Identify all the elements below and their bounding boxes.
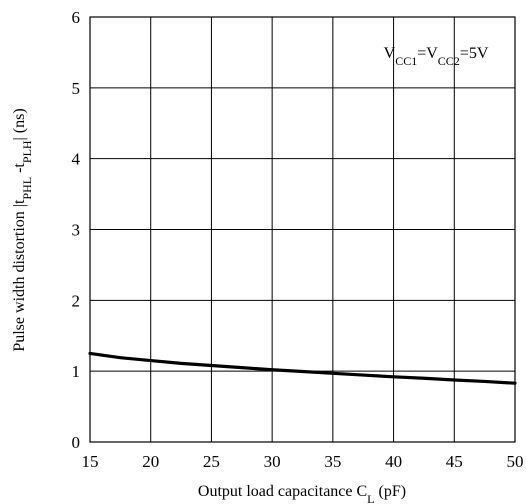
x-tick-label: 20 xyxy=(142,452,159,471)
series-layer xyxy=(88,351,517,385)
x-axis-ticks: 15 20 25 30 35 40 45 50 xyxy=(82,452,524,471)
y-axis-ticks: 0 1 2 3 4 5 6 xyxy=(72,8,81,452)
supply-voltage-annotation: VCC1=VCC2=5V xyxy=(384,45,489,68)
x-tick-label: 40 xyxy=(385,452,402,471)
y-tick-label: 6 xyxy=(72,8,81,27)
y-tick-label: 0 xyxy=(72,433,81,452)
x-tick-label: 30 xyxy=(264,452,281,471)
y-tick-label: 4 xyxy=(72,150,81,169)
grid xyxy=(89,16,516,443)
x-tick-label: 35 xyxy=(324,452,341,471)
y-tick-label: 1 xyxy=(72,362,81,381)
y-tick-label: 2 xyxy=(72,291,81,310)
x-tick-label: 15 xyxy=(82,452,99,471)
x-tick-label: 25 xyxy=(203,452,220,471)
x-tick-label: 45 xyxy=(446,452,463,471)
x-axis-title: Output load capacitance CL (pF) xyxy=(198,483,406,504)
series-line-0 xyxy=(88,351,517,385)
y-tick-label: 3 xyxy=(72,221,81,240)
x-tick-label: 50 xyxy=(507,452,524,471)
plot-frame xyxy=(89,16,516,443)
y-tick-label: 5 xyxy=(72,79,81,98)
y-axis-title: Pulse width distortion |tPHL -tPLH| (ns) xyxy=(11,108,34,351)
